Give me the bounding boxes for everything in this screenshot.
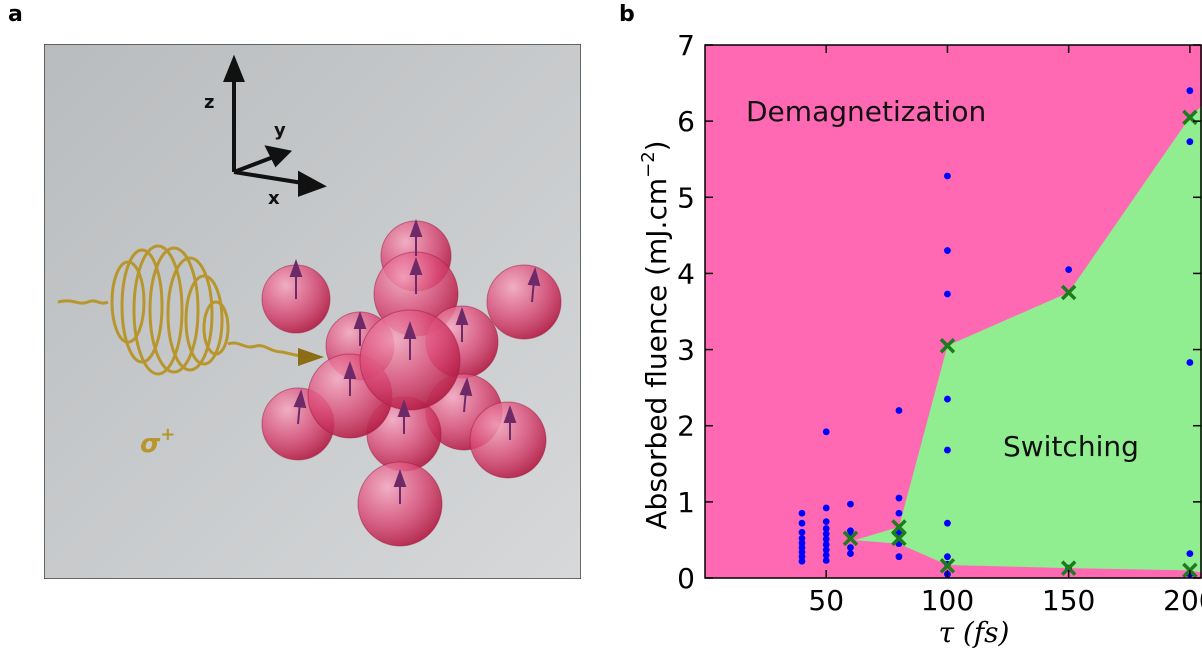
measurement-point — [822, 546, 830, 554]
measurement-point — [944, 519, 951, 527]
light-pulse-helix — [57, 244, 301, 376]
y-tick-label: 6 — [677, 105, 695, 138]
y-tick-label: 2 — [677, 410, 695, 443]
threshold-marker — [939, 558, 956, 574]
atom-spheres — [261, 220, 562, 547]
propagation-arrow-icon — [298, 348, 324, 366]
measurement-point — [847, 500, 854, 508]
measurement-point — [895, 407, 903, 414]
x-tick-label: 150 — [1042, 584, 1095, 617]
measurement-point — [847, 544, 854, 551]
measurement-point — [944, 553, 951, 561]
region-label-demagnetization: Demagnetization — [746, 95, 986, 128]
measurement-point — [822, 541, 830, 548]
panel-label-a: a — [8, 2, 23, 27]
threshold-marker — [891, 519, 907, 535]
y-tick-label: 5 — [677, 181, 695, 214]
measurement-point — [798, 519, 806, 527]
spin-illustration: z y x σ+ — [44, 44, 581, 579]
coordinate-axes — [223, 54, 327, 197]
axis-label-y: y — [274, 120, 286, 141]
phase-diagram-chart: 50 100 150 200 0 1 2 3 4 5 6 7 Demagnetization Swit… — [638, 30, 1202, 649]
measurement-point — [1186, 138, 1194, 146]
threshold-marker — [939, 338, 956, 354]
plot-frame — [704, 44, 1202, 579]
measurement-point — [798, 535, 806, 542]
measurement-point — [822, 557, 830, 564]
plot-area — [704, 44, 1202, 579]
measurement-point — [822, 551, 830, 559]
measurement-point — [822, 428, 830, 436]
measurement-point — [895, 494, 903, 502]
x-tick-label: 50 — [808, 584, 844, 617]
x-tick-label: 100 — [921, 584, 974, 617]
measurement-point — [944, 247, 951, 254]
region-label-switching: Switching — [1003, 430, 1139, 463]
measurement-point — [822, 518, 830, 526]
axis-label-z: z — [204, 92, 214, 113]
measurement-point — [1065, 266, 1073, 274]
threshold-marker — [891, 530, 907, 547]
x-tick-label: 200 — [1163, 584, 1202, 617]
measurement-point — [944, 172, 951, 180]
measurement-point — [944, 446, 951, 454]
threshold-marker — [842, 530, 859, 547]
spin-arrows — [289, 219, 541, 504]
measurement-point — [822, 504, 830, 512]
measurement-point — [822, 530, 830, 538]
threshold-marker — [1060, 560, 1077, 576]
measurement-point — [798, 509, 806, 517]
measurement-point — [1186, 359, 1194, 366]
switching-region — [850, 105, 1202, 573]
polarization-label: σ+ — [140, 424, 175, 459]
y-tick-label: 3 — [677, 334, 695, 367]
y-tick-label: 0 — [677, 562, 695, 595]
axis-label-x: x — [268, 188, 280, 209]
measurement-point — [944, 395, 951, 403]
y-tick-label: 7 — [677, 30, 695, 62]
measurement-point — [1186, 550, 1194, 558]
measurement-point — [798, 528, 806, 536]
measurement-point — [1186, 87, 1194, 95]
measurement-point — [944, 290, 951, 298]
measurement-point — [847, 527, 854, 535]
threshold-marker — [1060, 284, 1077, 301]
measurement-point — [822, 535, 830, 543]
y-axis-label: Absorbed fluence (mJ.cm−2) — [638, 140, 673, 529]
y-tick-label: 1 — [677, 486, 695, 519]
measurement-point — [895, 509, 903, 517]
y-tick-label: 4 — [677, 257, 695, 290]
measurement-point — [822, 525, 830, 532]
panel-label-b: b — [619, 2, 635, 27]
measurement-point — [847, 550, 854, 558]
measurement-point — [895, 553, 903, 561]
x-axis-label: τ (fs) — [939, 616, 1010, 649]
